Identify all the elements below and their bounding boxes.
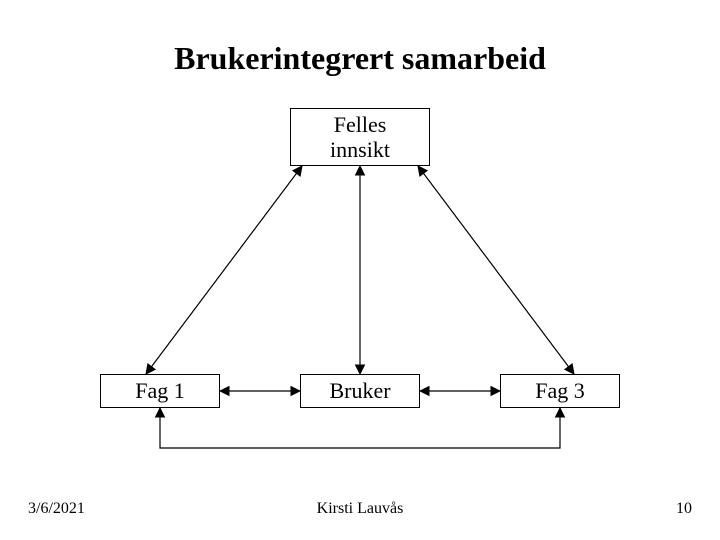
- node-felles-innsikt: Fellesinnsikt: [290, 108, 430, 166]
- node-fag-3: Fag 3: [500, 374, 620, 408]
- node-label: Bruker: [329, 378, 390, 403]
- footer-author: Kirsti Lauvås: [0, 500, 720, 518]
- node-fag-1: Fag 1: [100, 374, 220, 408]
- node-bruker: Bruker: [300, 374, 420, 408]
- footer-page: 10: [676, 500, 692, 518]
- slide-title: Brukerintegrert samarbeid: [0, 40, 720, 77]
- node-label: Fellesinnsikt: [330, 112, 390, 163]
- edges-layer: [0, 0, 720, 540]
- node-label: Fag 3: [535, 378, 585, 403]
- node-label: Fag 1: [135, 378, 185, 403]
- slide: Brukerintegrert samarbeid Fellesinnsikt …: [0, 0, 720, 540]
